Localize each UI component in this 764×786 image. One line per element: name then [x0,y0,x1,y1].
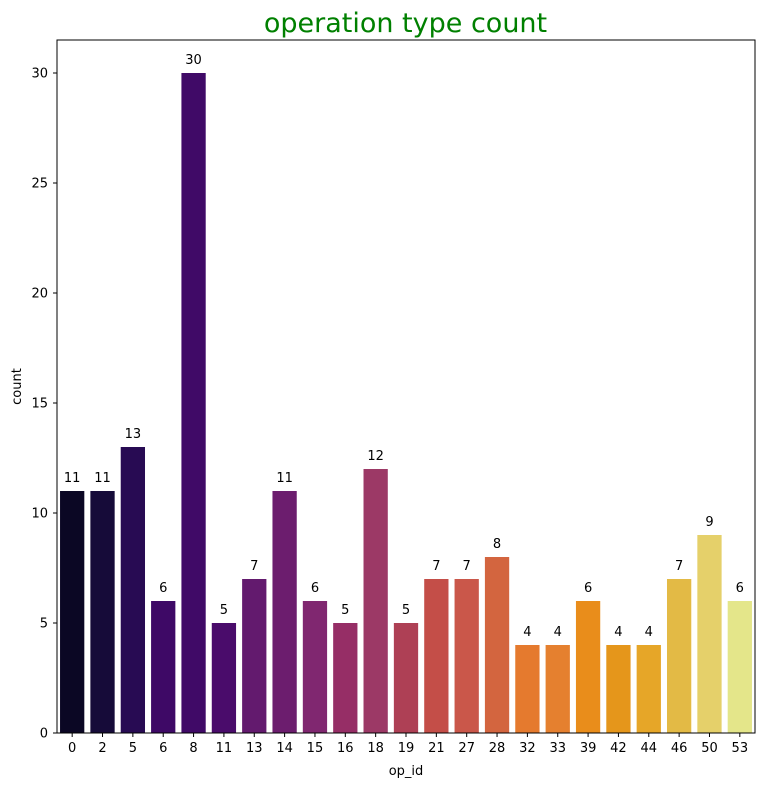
bar-18 [363,469,388,733]
axes-frame [56,39,756,734]
x-tick-label: 46 [671,741,688,756]
bar-value-label: 11 [64,471,81,486]
x-tick-label: 21 [428,741,445,756]
x-tick-label: 0 [68,741,76,756]
y-tick-label: 15 [31,397,48,412]
bar-value-label: 5 [341,603,349,618]
bar-value-label: 6 [311,581,319,596]
x-axis-ticks: 0 2 5 6 8 11 13 14 15 16 18 19 21 27 28 32 33 39 42 44 46 50 5… [68,733,748,756]
bar-50 [697,535,722,733]
bar-value-label: 12 [367,449,384,464]
bar-6 [151,601,176,733]
bar-39 [575,601,601,733]
bar-value-label: 30 [185,53,202,68]
bar-5 [120,447,146,733]
x-tick-label: 28 [489,741,506,756]
x-tick-label: 18 [367,741,384,756]
bar-27 [454,579,479,733]
bar-53 [727,601,752,733]
bar-value-label: 4 [523,625,531,640]
bar-8 [181,73,206,733]
bar-42 [606,645,631,733]
x-tick-label: 16 [337,741,354,756]
x-tick-label: 5 [129,741,137,756]
bar-16 [333,623,358,733]
bar-28 [484,557,510,733]
y-axis-ticks: 0 5 10 15 20 25 30 [31,67,57,742]
x-tick-label: 14 [276,741,293,756]
x-tick-label: 32 [519,741,536,756]
x-tick-label: 33 [549,741,566,756]
bar-value-label: 6 [584,581,592,596]
bar-32 [515,645,540,733]
bar-value-label: 7 [250,559,258,574]
y-tick-label: 0 [40,727,48,742]
bar-value-label: 11 [94,471,111,486]
x-tick-label: 15 [307,741,324,756]
x-axis-label: op_id [389,764,424,779]
bar-33 [545,645,570,733]
x-tick-label: 2 [98,741,106,756]
x-tick-label: 6 [159,741,167,756]
bar-0 [60,491,85,733]
bar-value-label: 6 [159,581,167,596]
bar-value-label: 5 [220,603,228,618]
x-tick-label: 27 [458,741,475,756]
bar-value-label: 13 [125,427,142,442]
bar-value-label: 7 [463,559,471,574]
bar-value-label: 11 [276,471,293,486]
bar-value-label: 7 [675,559,683,574]
bar-value-label: 5 [402,603,410,618]
bar-11 [211,623,237,733]
chart-title: operation type count [264,8,547,39]
x-tick-label: 19 [398,741,415,756]
bar-21 [424,579,449,733]
bar-15 [302,601,328,733]
bar-value-label: 4 [614,625,622,640]
bar-13 [242,579,267,733]
bar-value-label: 6 [736,581,744,596]
x-tick-label: 53 [732,741,749,756]
bar-2 [90,491,115,733]
bar-value-label: 4 [645,625,653,640]
y-axis-label: count [10,368,25,405]
y-tick-label: 10 [31,507,48,522]
bar-14 [272,491,297,733]
bar-labels-group: 11 11 13 6 30 5 7 11 6 5 12 5 7 7 8 4 4 6 4 4 7 9 6 [64,53,744,640]
bar-44 [636,645,661,733]
bar-value-label: 9 [705,515,713,530]
x-tick-label: 44 [641,741,658,756]
y-tick-label: 20 [31,287,48,302]
x-tick-label: 42 [610,741,627,756]
y-tick-label: 25 [31,177,48,192]
x-tick-label: 50 [701,741,718,756]
bar-19 [393,623,419,733]
x-tick-label: 11 [216,741,233,756]
y-tick-label: 30 [31,67,48,82]
x-tick-label: 39 [580,741,597,756]
bar-value-label: 7 [432,559,440,574]
y-tick-label: 5 [40,617,48,632]
bar-value-label: 4 [554,625,562,640]
x-tick-label: 8 [189,741,197,756]
x-tick-label: 13 [246,741,263,756]
bars-group [60,73,752,733]
bar-value-label: 8 [493,537,501,552]
bar-46 [666,579,692,733]
